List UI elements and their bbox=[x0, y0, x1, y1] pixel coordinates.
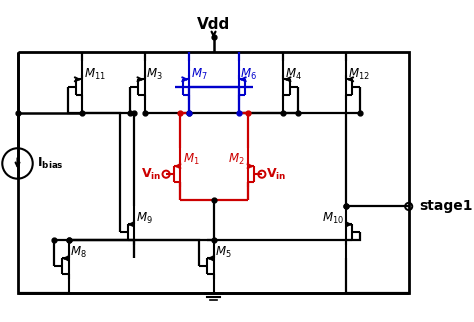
Text: $M_6$: $M_6$ bbox=[240, 67, 257, 82]
Text: $M_7$: $M_7$ bbox=[191, 67, 208, 82]
Text: $M_{10}$: $M_{10}$ bbox=[322, 211, 344, 226]
Text: $M_1$: $M_1$ bbox=[183, 152, 200, 167]
Text: $M_9$: $M_9$ bbox=[136, 211, 153, 226]
Text: $\mathbf{I_{bias}}$: $\mathbf{I_{bias}}$ bbox=[37, 156, 64, 171]
Text: $\mathbf{V_{in}}$: $\mathbf{V_{in}}$ bbox=[266, 167, 287, 182]
Text: Vdd: Vdd bbox=[197, 17, 230, 32]
Text: $M_{12}$: $M_{12}$ bbox=[348, 67, 370, 82]
Text: $M_3$: $M_3$ bbox=[146, 67, 163, 82]
Text: $M_4$: $M_4$ bbox=[285, 67, 302, 82]
Text: $M_8$: $M_8$ bbox=[70, 244, 87, 260]
Text: $\mathbf{V_{in}}$: $\mathbf{V_{in}}$ bbox=[141, 167, 162, 182]
Text: $M_{11}$: $M_{11}$ bbox=[84, 67, 106, 82]
Text: stage1: stage1 bbox=[419, 199, 473, 213]
Text: $M_2$: $M_2$ bbox=[228, 152, 245, 167]
Text: $M_5$: $M_5$ bbox=[215, 244, 232, 260]
